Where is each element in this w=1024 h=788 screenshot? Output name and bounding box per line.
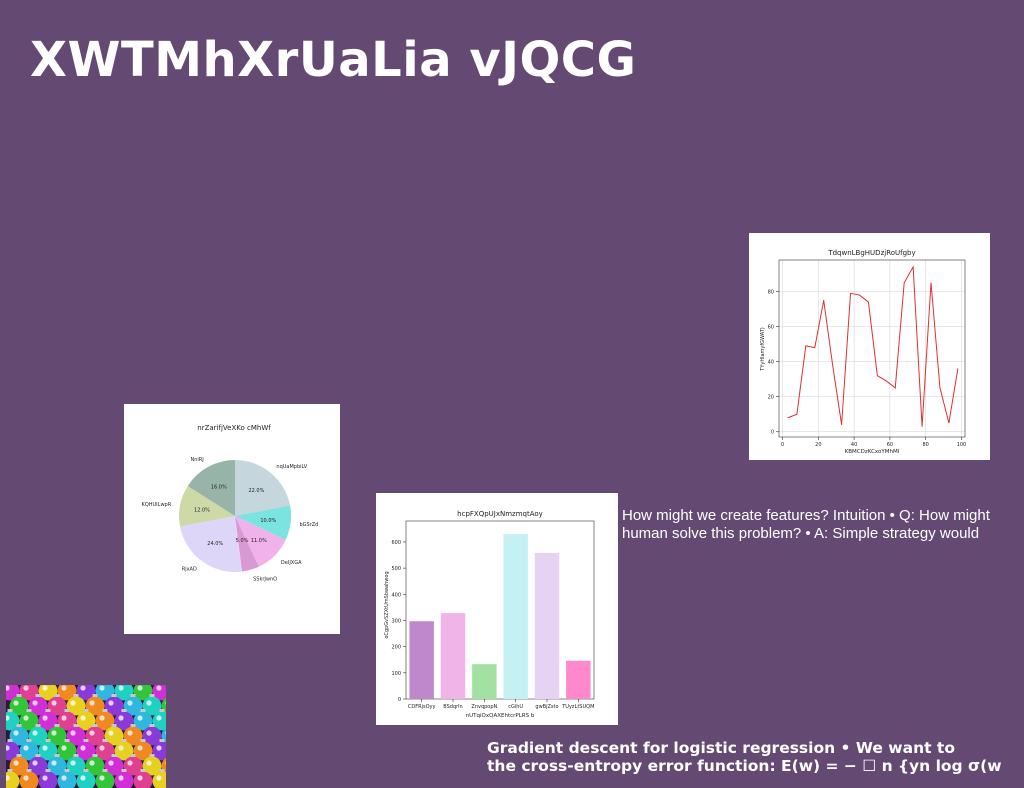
line-point-10 [876,375,878,377]
bar-chart-xtick: TUyzLtSUQM [561,704,594,710]
pie-slice-label-0: nqUaMpbiLV [276,464,307,470]
bar-chart-ytick: 0 [398,697,401,703]
line-point-14 [912,266,914,268]
bar-chart-ylabel: oCgpGvSZXtUmSbwahwog [384,571,390,638]
bar-chart-xtick: CDFRjsOyy [408,704,436,710]
pie-slice-4 [179,516,243,572]
line-series [787,265,959,427]
pie-slice-label-1: bGSrZd [299,522,318,528]
pie-slice-2 [235,516,286,567]
line-point-15 [921,426,923,427]
pie-slice-percent-5: 12.0% [194,508,210,514]
gradient-descent-line-2: the cross-entropy error function: E(w) =… [487,757,1002,775]
bar-chart-ytick: 500 [391,566,401,572]
features-text-line-2: human solve this problem? • A: Simple st… [622,525,980,542]
gradient-descent-text: Gradient descent for logistic regression… [487,739,1002,775]
line-chart-ytick: 80 [768,290,774,296]
line-chart-xtick: 80 [922,442,928,448]
line-chart-ytick: 20 [768,395,774,401]
pie-slice-6 [187,460,235,516]
bar-chart-ytick: 300 [391,618,401,624]
bar-chart-panel: hcpFXQpUJxNmzmqtAoy oCgpGvSZXtUmSbwahwog… [376,493,618,725]
line-point-7 [850,292,851,294]
ornaments-photo [6,685,166,788]
line-point-9 [868,301,869,303]
line-point-11 [885,380,887,382]
line-point-13 [903,282,905,284]
bar-chart-xlabel: nUTqiOxQAXEhtcrPLRS b [466,713,535,719]
bar-chart-xtick: ZnvqpopN [471,704,497,710]
pie-slice-5 [179,485,235,527]
pie-slice-label-5: KQHUILwpR [142,502,172,508]
features-text: How might we create features? Intuition … [622,507,990,543]
bar-chart-ytick: 100 [391,671,401,677]
pie-slice-percent-3: 5.0% [236,538,249,544]
line-chart-ytick: 0 [771,430,774,436]
line-point-5 [832,364,834,366]
pie-slice-label-2: DeIJXGA [281,560,302,566]
line-point-18 [948,422,950,424]
features-text-line-1: How might we create features? Intuition … [622,507,990,524]
bar-chart-ytick: 200 [391,645,401,651]
bar-4 [534,552,560,699]
bar-chart-xtick: gwBjZsto [535,704,558,710]
line-point-6 [841,424,842,426]
pie-slice-3 [235,516,259,572]
line-point-3 [814,347,816,349]
line-point-19 [957,368,959,370]
pie-slice-0 [235,460,291,516]
bar-chart: hcpFXQpUJxNmzmqtAoy oCgpGvSZXtUmSbwahwog… [384,510,594,719]
line-chart-xtick: 0 [781,442,784,448]
bar-chart-xtick: cGihU [508,704,523,710]
line-point-17 [939,387,941,389]
pie-slice-label-6: NniRJ [190,457,203,463]
bar-chart-ytick: 400 [391,592,401,598]
line-chart-xtick: 20 [815,442,821,448]
line-chart-ytick: 60 [768,325,774,331]
line-chart-ytick: 40 [768,360,774,366]
bar-2 [472,664,497,699]
pie-slice-percent-4: 24.0% [207,541,223,547]
line-point-1 [796,413,798,415]
pie-slice-percent-0: 22.0% [248,488,264,494]
line-point-12 [894,387,896,389]
bar-1 [440,613,466,699]
line-point-0 [787,417,789,419]
line-point-2 [805,345,807,347]
line-point-8 [859,294,860,296]
bar-3 [503,534,528,699]
bar-chart-ytick: 600 [391,540,401,546]
line-chart-xlabel: KBMCDzKCxoYMhMI [845,449,900,455]
pie-slice-percent-1: 10.0% [260,518,276,524]
pie-chart: nrZarifjVeXKo cMhWf 22.0% nqUaMpbiLV 10.0%… [142,424,319,582]
bar-5 [566,660,591,699]
slide-title: XWTMhXrUaLia vJQCG [30,32,637,88]
pie-slice-label-4: RjxAD [182,567,197,573]
bar-chart-xtick: BSdqrln [443,704,462,710]
line-chart-xtick: 40 [851,442,857,448]
pie-slice-percent-2: 11.0% [251,538,267,544]
line-chart-panel: TdqwnLBgHUDzjRoUfgby TYyHlamyfGWAT) KBMC… [749,233,990,460]
gradient-descent-line-1: Gradient descent for logistic regression… [487,739,955,757]
bar-chart-title: hcpFXQpUJxNmzmqtAoy [457,510,543,518]
bar-0 [409,621,434,699]
line-chart: TdqwnLBgHUDzjRoUfgby TYyHlamyfGWAT) KBMC… [760,249,967,455]
line-chart-xtick: 60 [887,442,893,448]
pie-slice-label-3: SSkrJwnO [253,576,277,582]
line-chart-xtick: 100 [957,442,967,448]
pie-slice-1 [235,505,291,540]
pie-chart-title: nrZarifjVeXKo cMhWf [197,424,271,432]
line-point-4 [823,299,825,301]
line-chart-ylabel: TYyHlamyfGWAT) [760,327,766,372]
pie-slice-percent-6: 16.0% [211,485,227,491]
line-point-16 [930,282,932,284]
pie-chart-panel: nrZarifjVeXKo cMhWf 22.0% nqUaMpbiLV 10.0%… [124,404,340,634]
line-chart-title: TdqwnLBgHUDzjRoUfgby [827,249,915,257]
